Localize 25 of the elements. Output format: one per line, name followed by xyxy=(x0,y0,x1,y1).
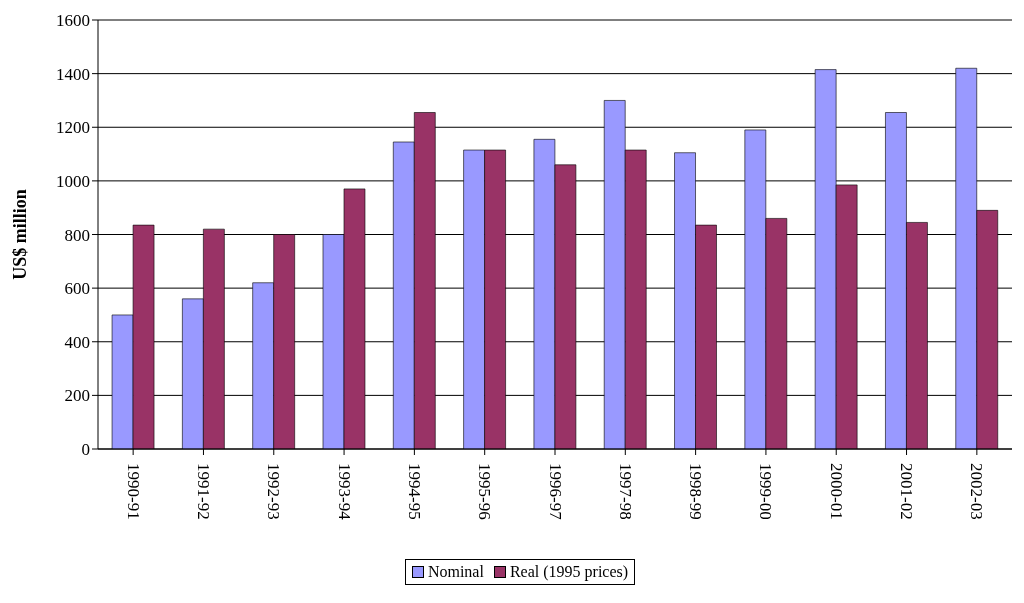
legend-label: Real (1995 prices) xyxy=(508,563,629,581)
x-tick-label: 1994-95 xyxy=(404,463,424,520)
x-tick-label: 1999-00 xyxy=(756,463,776,520)
y-tick-label: 1200 xyxy=(56,118,90,138)
y-tick-label: 600 xyxy=(64,279,90,299)
legend-label: Nominal xyxy=(426,563,484,581)
y-tick-label: 0 xyxy=(81,440,90,460)
y-tick-label: 1400 xyxy=(56,64,90,84)
y-tick-label: 200 xyxy=(64,386,90,406)
x-tick-label: 1998-99 xyxy=(686,463,706,520)
y-tick-label: 1000 xyxy=(56,171,90,191)
x-tick-label: 1992-93 xyxy=(264,463,284,520)
x-tick-label: 2001-02 xyxy=(897,463,917,520)
x-tick-label: 2002-03 xyxy=(967,463,987,520)
x-tick-label: 1990-91 xyxy=(123,463,143,520)
x-tick-label: 1991-92 xyxy=(193,463,213,520)
x-tick-label: 1996-97 xyxy=(545,463,565,521)
y-tick-label: 1600 xyxy=(56,11,90,31)
x-tick-label: 2000-01 xyxy=(826,463,846,520)
y-axis-title: US$ million xyxy=(10,189,31,280)
y-tick-label: 800 xyxy=(64,225,90,245)
y-tick-label: 400 xyxy=(64,332,90,352)
x-tick-label: 1995-96 xyxy=(475,463,495,520)
x-tick-label: 1997-98 xyxy=(615,463,635,520)
x-tick-label: 1993-94 xyxy=(334,463,354,521)
